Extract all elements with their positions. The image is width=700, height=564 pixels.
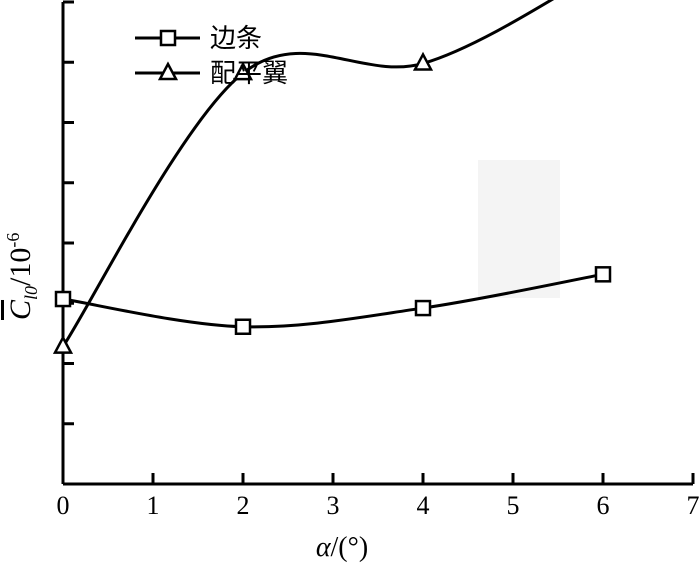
- x-axis-var: α: [316, 532, 332, 563]
- series-2-point: [412, 51, 434, 71]
- legend-label-2: 配平翼: [210, 59, 288, 89]
- x-axis-unit: /(°): [331, 532, 369, 563]
- x-tick-label: 7: [687, 491, 700, 520]
- series-markers: [52, 51, 612, 354]
- y-axis-symbol: C: [4, 299, 37, 320]
- x-tick-label: 6: [597, 491, 610, 520]
- x-tick-label: 3: [327, 491, 340, 520]
- series-2-point: [232, 61, 254, 81]
- background-patch: [478, 160, 560, 298]
- x-tick-labels: 0 1 2 3 4 5 6 7: [57, 491, 700, 520]
- series-line-1: [62, 272, 604, 329]
- x-tick-label: 0: [57, 491, 70, 520]
- x-tick-label: 4: [417, 491, 430, 520]
- x-axis-title: α/(°): [316, 532, 368, 563]
- series-line-2: [61, 0, 555, 348]
- series-1-point: [54, 290, 72, 308]
- legend-marker-2: [157, 61, 179, 81]
- x-tick-label: 1: [147, 491, 160, 520]
- x-tick-label: 5: [507, 491, 520, 520]
- series-1-point: [594, 266, 612, 283]
- y-axis-subscript: l0: [21, 285, 41, 300]
- axes: [61, 0, 695, 486]
- series-2-point: [52, 334, 74, 354]
- y-axis-title: Cl0/10-6: [3, 232, 41, 320]
- y-axis-exponent: -6: [3, 232, 23, 248]
- y-axis-suffix: /10: [4, 247, 37, 286]
- x-tick-label: 2: [237, 491, 250, 520]
- series-curves: [61, 0, 604, 348]
- series-1-point: [414, 299, 432, 317]
- legend-label-1: 边条: [210, 24, 262, 54]
- legend-marker-1: [159, 29, 177, 47]
- series-1-point: [234, 318, 252, 335]
